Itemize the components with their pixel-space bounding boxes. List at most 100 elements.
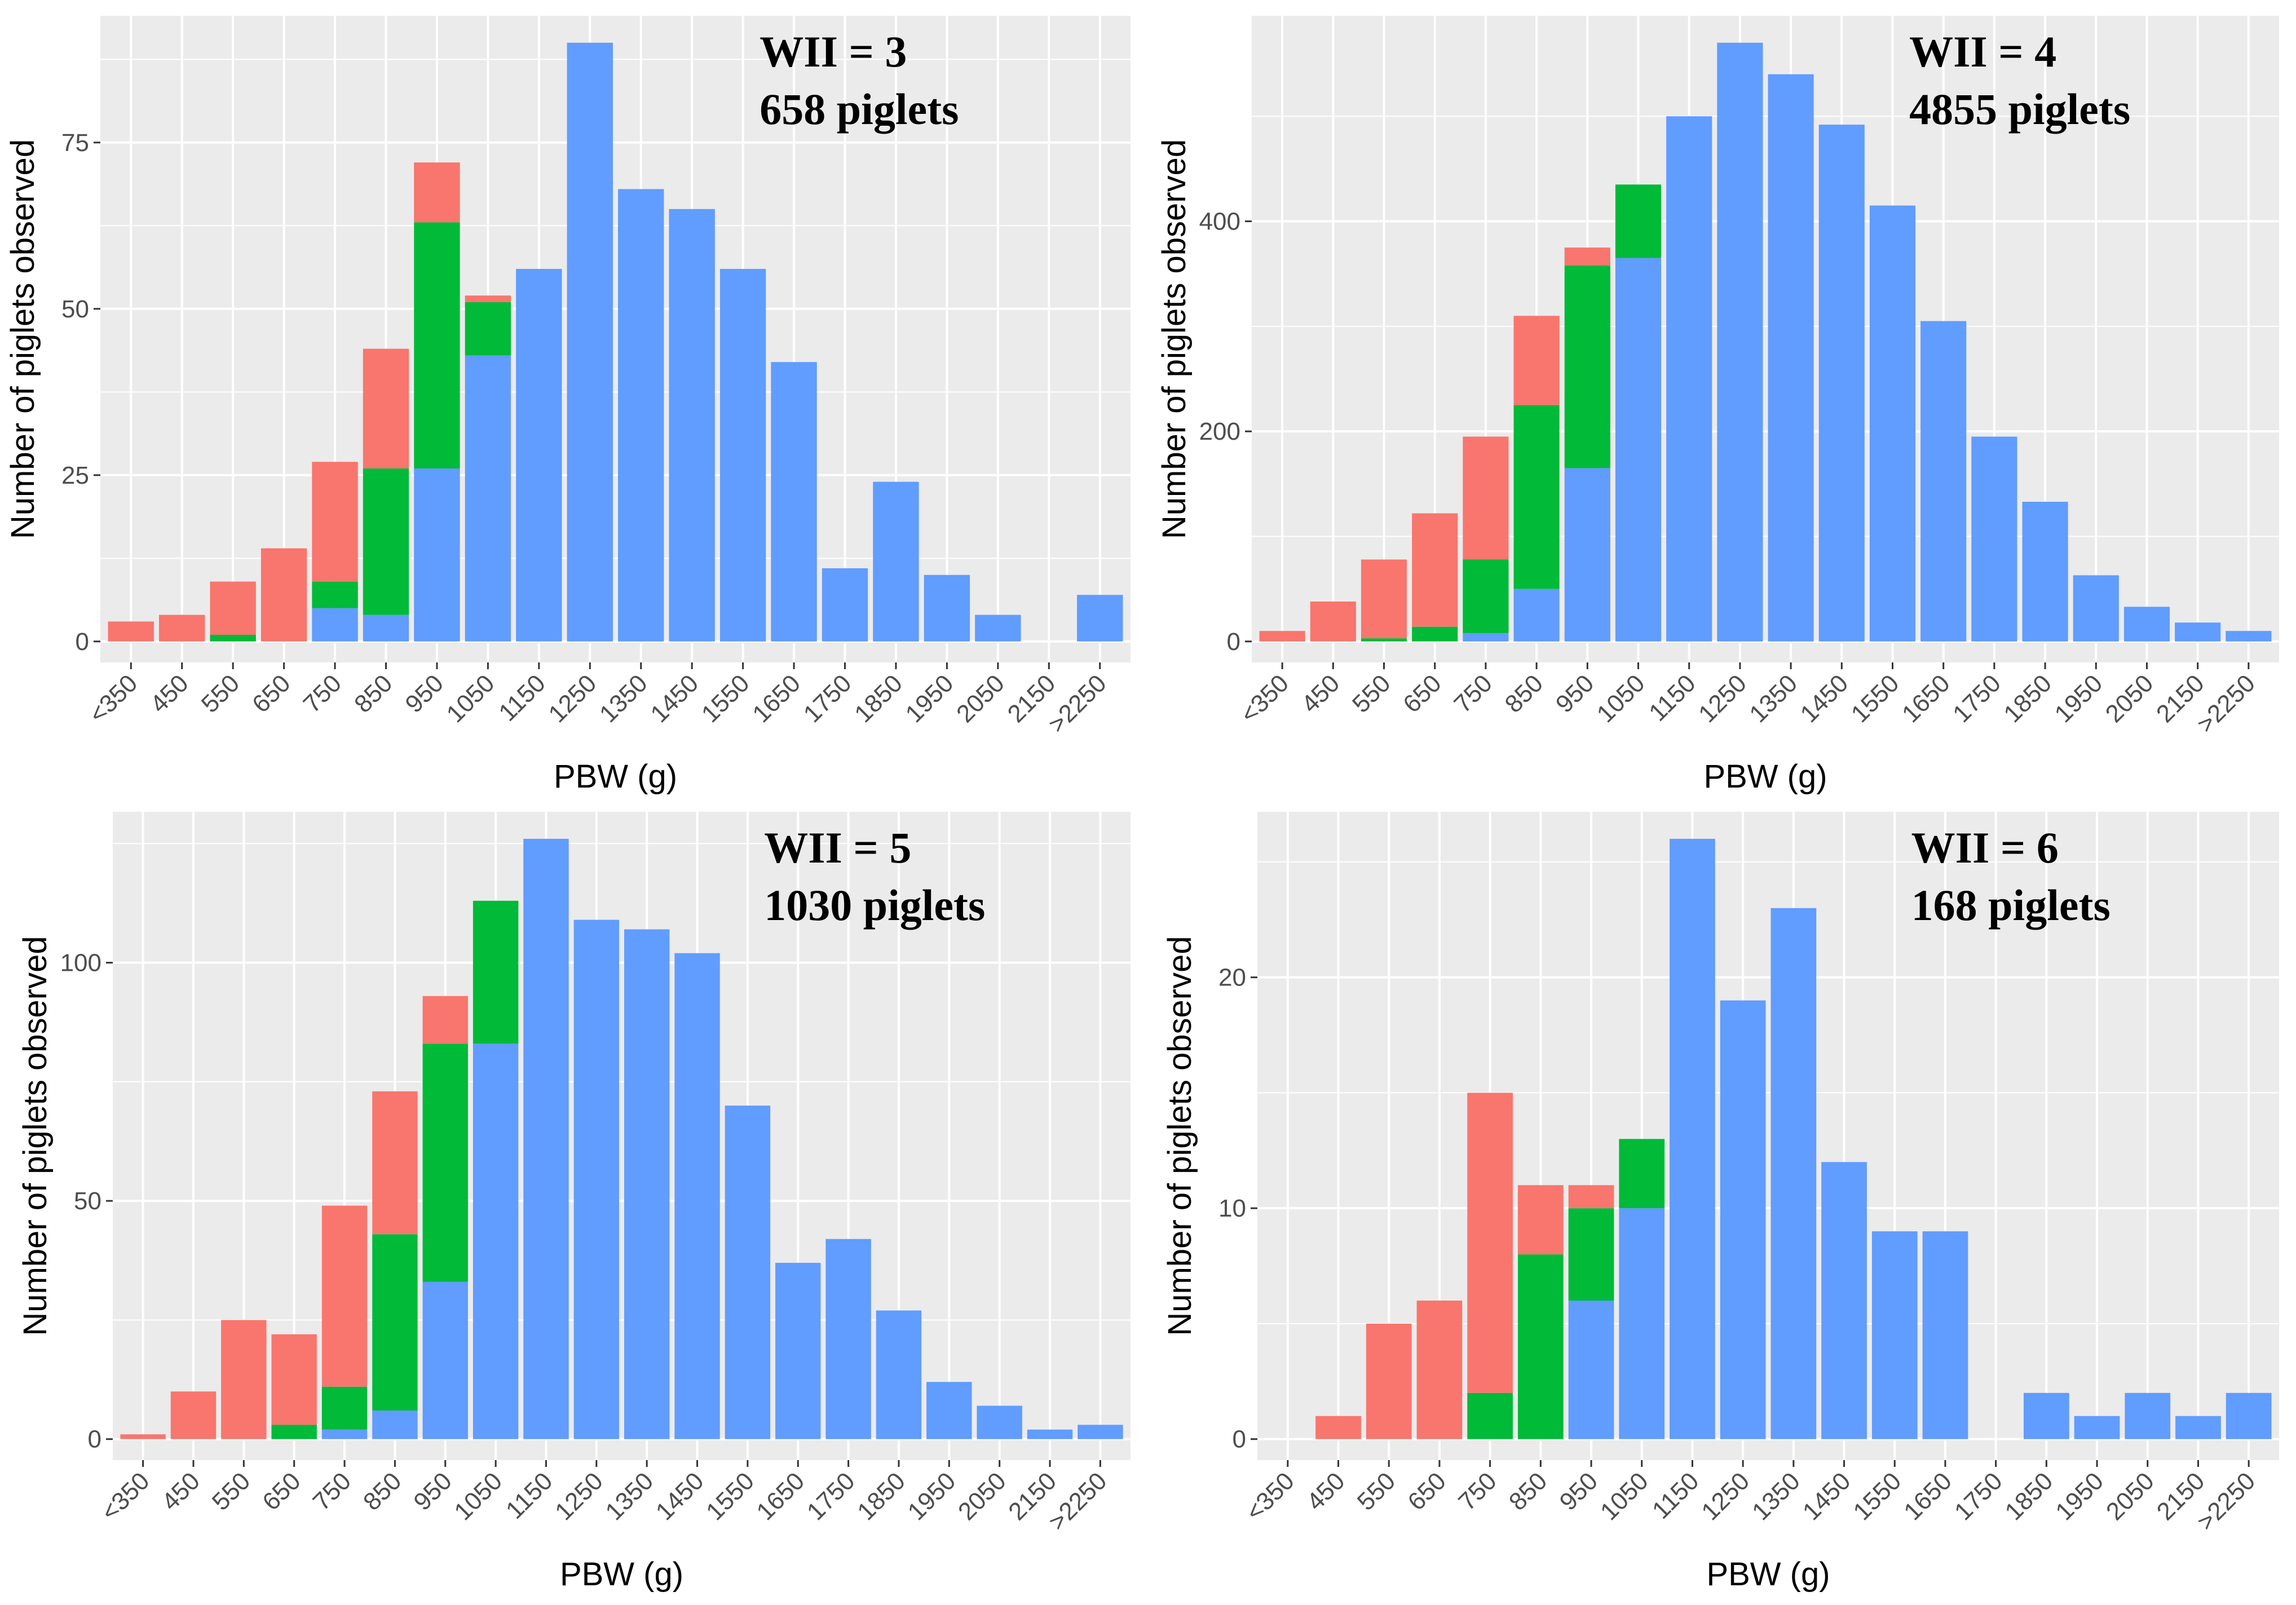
x-tick-label: 1750	[1949, 1467, 2008, 1526]
bar-red-850	[372, 1091, 418, 1235]
x-tick-label: 1950	[900, 669, 959, 728]
bar-blue-1850	[2024, 1392, 2069, 1439]
x-tick-label: 1450	[645, 669, 704, 728]
annotation-wii: WII = 3	[760, 27, 907, 76]
bar-red-450	[1310, 602, 1356, 642]
bar-red-950	[414, 162, 460, 223]
y-tick-label: 0	[1227, 628, 1240, 656]
x-tick-label: 2050	[2101, 1467, 2160, 1526]
bar-blue-1350	[1770, 908, 1817, 1439]
bar-green-1050	[465, 302, 511, 356]
bar-blue-2150	[1027, 1429, 1073, 1439]
bar-blue-1950	[926, 1382, 972, 1439]
x-tick-label: 650	[1398, 669, 1447, 718]
x-axis-title: PBW (g)	[554, 758, 677, 795]
x-tick-label: 1550	[1848, 1467, 1906, 1526]
bar-green-950	[1568, 1208, 1614, 1301]
x-tick-label: 750	[1449, 669, 1498, 718]
y-tick-label: 25	[61, 462, 89, 489]
x-tick-label: 1850	[1998, 669, 2057, 728]
y-axis-title: Number of piglets observed	[1156, 139, 1193, 539]
bar-blue-2050	[975, 614, 1021, 642]
bar-blue-1050	[465, 355, 511, 642]
x-tick-label: 1650	[1897, 669, 1955, 728]
bar-blue-1650	[1920, 321, 1967, 642]
bar-blue-1550	[1871, 1231, 1918, 1439]
bar-red-950	[1564, 247, 1610, 266]
bar-blue-850	[372, 1411, 418, 1439]
bar-blue-1250	[573, 919, 620, 1439]
bar-green-650	[1412, 626, 1458, 642]
y-tick-label: 100	[60, 949, 101, 977]
x-tick-label: 650	[1402, 1467, 1451, 1516]
bar-green-950	[414, 222, 460, 469]
x-tick-label: 1050	[1592, 669, 1650, 728]
x-tick-label: 1050	[1595, 1467, 1654, 1526]
x-tick-label: 1250	[543, 669, 602, 728]
bar-red-650	[1416, 1301, 1463, 1439]
x-tick-label: >2250	[1043, 1467, 1112, 1536]
bar-green-850	[1517, 1254, 1564, 1439]
bar-red-550	[1361, 559, 1407, 639]
x-tick-label: <350	[1240, 1467, 1300, 1526]
bar-blue-1650	[1922, 1231, 1968, 1439]
x-tick-label: 1450	[1795, 669, 1854, 728]
bar-red-550	[210, 581, 256, 635]
x-tick-label: >2250	[2192, 669, 2260, 738]
bar-blue-1450	[1818, 125, 1865, 642]
x-tick-label: 1350	[1744, 669, 1803, 728]
x-tick-label: 650	[257, 1467, 306, 1516]
bar-blue-1950	[2074, 1416, 2120, 1439]
x-tick-label: <350	[96, 1467, 155, 1526]
x-tick-label: >2250	[1043, 669, 1112, 738]
bar-green-850	[372, 1234, 418, 1411]
bar-blue-750	[1463, 633, 1509, 642]
bar-blue-1750	[1971, 436, 2017, 642]
x-tick-label: <350	[84, 669, 143, 728]
bar-blue-1450	[1821, 1162, 1867, 1439]
x-axis-title: PBW (g)	[1706, 1556, 1830, 1593]
bar-blue-1450	[674, 953, 720, 1439]
x-tick-label: 850	[358, 1467, 407, 1516]
bar-blue->2250	[2226, 1392, 2272, 1439]
bar-red-750	[312, 462, 358, 582]
bar-green-750	[312, 581, 358, 608]
x-tick-label: 450	[156, 1467, 205, 1516]
bar-red-650	[1412, 513, 1458, 627]
y-axis-title: Number of piglets observed	[5, 139, 41, 539]
x-tick-label: 1250	[1696, 1467, 1755, 1526]
x-tick-label: 1150	[493, 669, 551, 727]
x-tick-label: 1550	[696, 669, 755, 728]
bar-blue->2250	[1077, 595, 1123, 642]
x-tick-label: 2050	[953, 1467, 1012, 1526]
panel-background	[100, 16, 1131, 662]
bar-green-1050	[473, 900, 519, 1044]
bar-blue-1350	[1768, 74, 1814, 642]
x-tick-label: >2250	[2192, 1467, 2260, 1536]
bar-green-1050	[1619, 1139, 1665, 1209]
x-tick-label: 950	[408, 1467, 457, 1516]
x-tick-label: 550	[196, 669, 245, 718]
annotation-piglet-count: 168 piglets	[1911, 881, 2110, 930]
x-tick-label: 1850	[849, 669, 908, 728]
bar-blue-1450	[669, 209, 715, 642]
x-tick-label: 1650	[747, 669, 806, 728]
bar-red-550	[221, 1320, 267, 1439]
bar-green-850	[363, 468, 409, 615]
bar-blue-1950	[2073, 575, 2119, 642]
x-tick-label: 2050	[2100, 669, 2159, 728]
y-tick-label: 10	[1218, 1195, 1246, 1222]
bar-red-<350	[108, 621, 154, 642]
bar-blue-950	[414, 468, 460, 642]
bar-blue-1050	[1615, 258, 1662, 642]
annotation-wii: WII = 5	[764, 823, 911, 872]
x-tick-label: 450	[1301, 1467, 1350, 1516]
bar-green-550	[210, 635, 256, 642]
annotation-wii: WII = 4	[1909, 27, 2056, 76]
bar-blue-1150	[516, 269, 562, 642]
bar-red-850	[1517, 1185, 1564, 1255]
x-tick-label: 1950	[2050, 1467, 2109, 1526]
bar-blue-1350	[618, 189, 664, 642]
bar-blue-1050	[1619, 1208, 1665, 1439]
